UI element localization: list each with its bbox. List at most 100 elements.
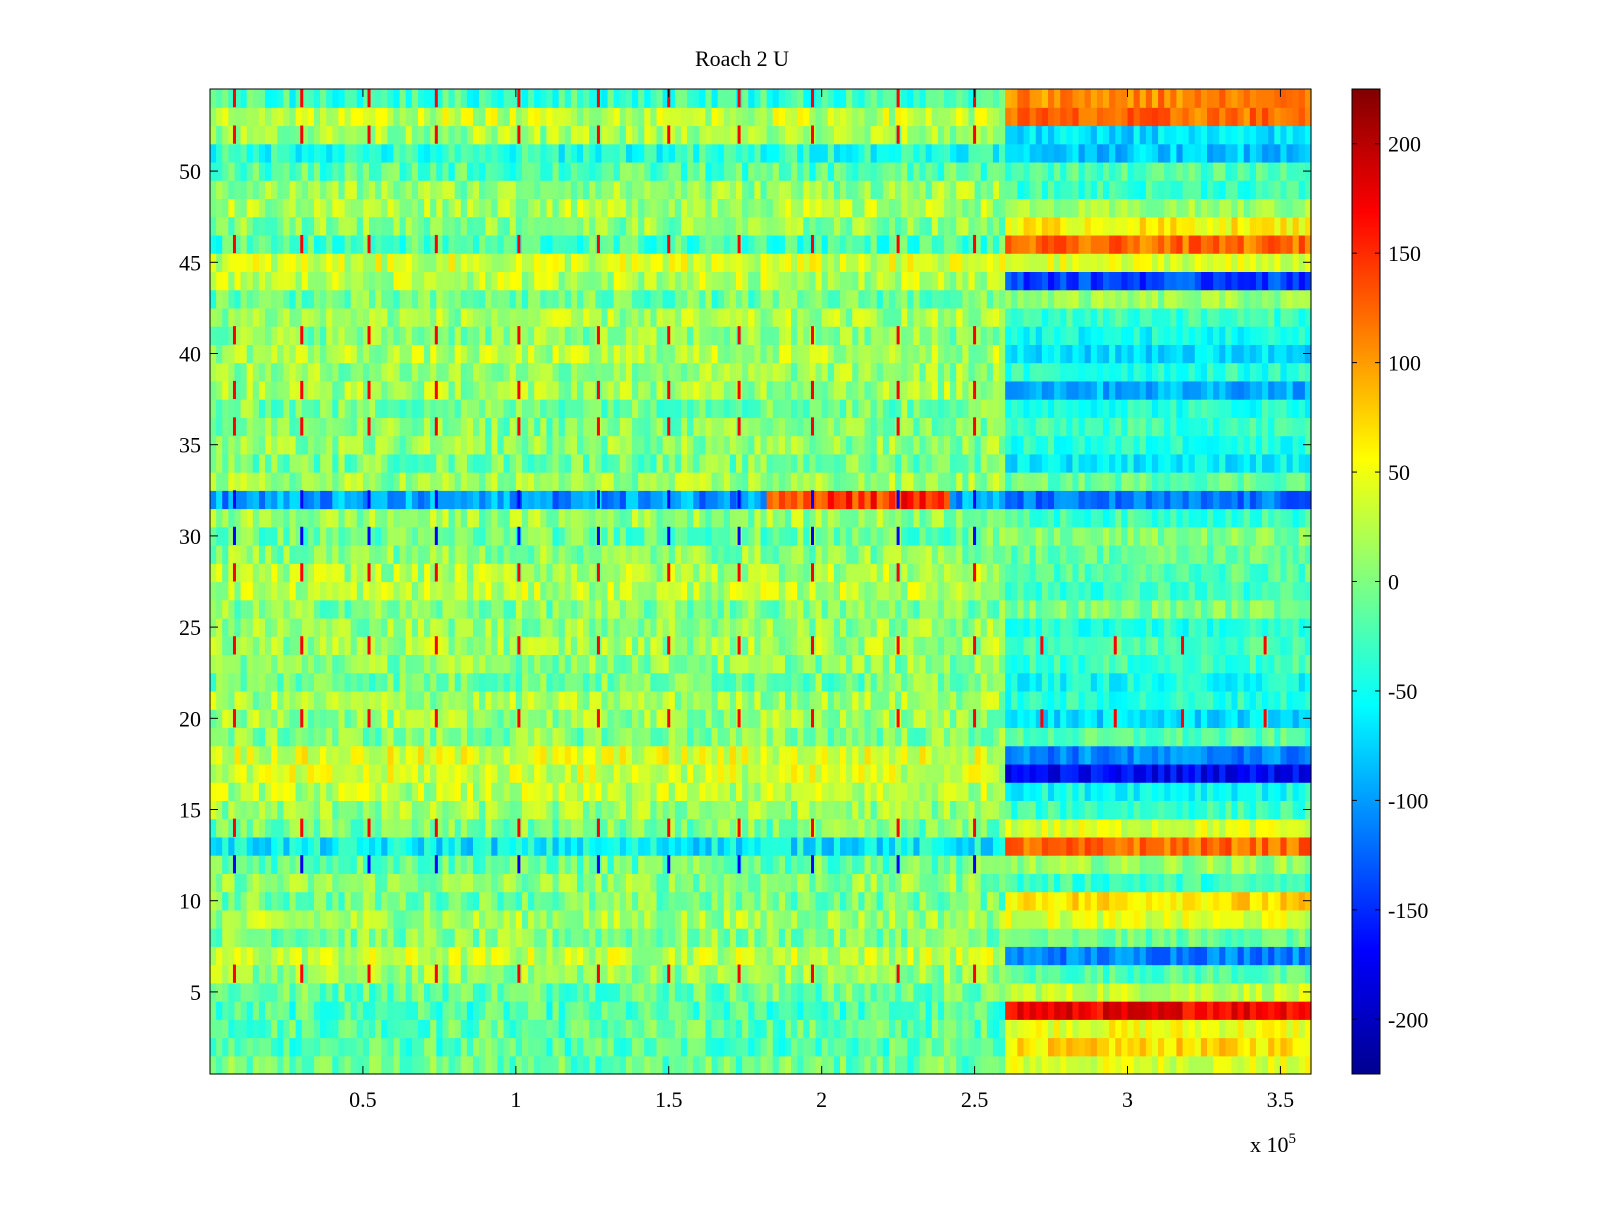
heatmap-cell: [461, 837, 468, 856]
heatmap-cell: [510, 691, 517, 710]
heatmap-cell: [840, 782, 847, 801]
heatmap-cell: [620, 965, 627, 984]
heatmap-cell: [724, 654, 731, 673]
heatmap-cell: [559, 983, 566, 1002]
heatmap-cell: [1256, 1056, 1263, 1075]
heatmap-cell: [895, 1038, 902, 1057]
heatmap-cell: [761, 709, 768, 728]
heatmap-cell: [1280, 654, 1287, 673]
heatmap-cell: [901, 673, 908, 692]
heatmap-cell: [913, 946, 920, 965]
heatmap-cell: [1103, 727, 1110, 746]
heatmap-cell: [1250, 709, 1257, 728]
heatmap-cell: [1017, 892, 1024, 911]
heatmap-cell: [852, 928, 859, 947]
heatmap-cell: [1085, 709, 1092, 728]
heatmap-cell: [308, 892, 315, 911]
heatmap-cell: [981, 1056, 988, 1075]
heatmap-cell: [608, 855, 615, 874]
heatmap-cell: [1085, 873, 1092, 892]
heatmap-cell: [895, 1001, 902, 1020]
heatmap-cell: [926, 727, 933, 746]
heatmap-cell: [467, 709, 474, 728]
heatmap-cell: [1238, 928, 1245, 947]
heatmap-cell: [626, 837, 633, 856]
heatmap-cell: [705, 618, 712, 637]
heatmap-cell: [467, 855, 474, 874]
heatmap-cell: [1287, 709, 1294, 728]
heatmap-cell: [742, 1038, 749, 1057]
heatmap-cell: [981, 764, 988, 783]
heatmap-cell: [834, 691, 841, 710]
heatmap-cell: [216, 1038, 223, 1057]
heatmap-cell: [271, 654, 278, 673]
heatmap-cell: [1238, 636, 1245, 655]
heatmap-cell: [999, 746, 1006, 765]
heatmap-cell: [742, 1001, 749, 1020]
heatmap-cell: [1115, 618, 1122, 637]
heatmap-cell: [1060, 928, 1067, 947]
heatmap-cell: [883, 1001, 890, 1020]
heatmap-cell: [332, 563, 339, 582]
heatmap-cell: [1024, 946, 1031, 965]
heatmap-cell: [283, 691, 290, 710]
heatmap-cell: [932, 636, 939, 655]
heatmap-cell: [1066, 691, 1073, 710]
heatmap-cell: [773, 600, 780, 619]
heatmap-cell: [1072, 892, 1079, 911]
heatmap-cell: [736, 983, 743, 1002]
heatmap-cell: [491, 1001, 498, 1020]
heatmap-cell: [259, 928, 266, 947]
heatmap-cell: [1054, 746, 1061, 765]
heatmap-cell: [742, 892, 749, 911]
heatmap-cell: [332, 673, 339, 692]
heatmap-cell: [901, 819, 908, 838]
heatmap-cell: [485, 819, 492, 838]
heatmap-cell: [418, 764, 425, 783]
heatmap-cell: [1219, 582, 1226, 601]
heatmap-cell: [222, 654, 229, 673]
heatmap-cell: [1054, 892, 1061, 911]
heatmap-cell: [1072, 1019, 1079, 1038]
heatmap-cell: [846, 837, 853, 856]
heatmap-cell: [864, 746, 871, 765]
heatmap-cell: [620, 691, 627, 710]
heatmap-cell: [302, 892, 309, 911]
heatmap-cell: [791, 837, 798, 856]
heatmap-cell: [1121, 928, 1128, 947]
heatmap-cell: [858, 892, 865, 911]
heatmap-cell: [608, 965, 615, 984]
heatmap-cell: [920, 965, 927, 984]
heatmap-cell: [442, 600, 449, 619]
heatmap-cell: [632, 673, 639, 692]
heatmap-cell: [956, 1001, 963, 1020]
heatmap-cell: [571, 928, 578, 947]
heatmap-cell: [1024, 654, 1031, 673]
heatmap-cell: [363, 873, 370, 892]
heatmap-cell: [993, 563, 1000, 582]
heatmap-cell: [332, 1019, 339, 1038]
heatmap-cell: [510, 709, 517, 728]
heatmap-cell: [589, 563, 596, 582]
heatmap-cell: [326, 873, 333, 892]
heatmap-cell: [1054, 764, 1061, 783]
heatmap-cell: [283, 800, 290, 819]
heatmap-cell: [1134, 965, 1141, 984]
heatmap-cell: [479, 855, 486, 874]
heatmap-cell: [1109, 819, 1116, 838]
heatmap-cell: [956, 928, 963, 947]
heatmap-cell: [657, 1038, 664, 1057]
heatmap-cell: [748, 873, 755, 892]
heatmap-cell: [332, 946, 339, 965]
heatmap-cell: [632, 1038, 639, 1057]
heatmap-cell: [1011, 965, 1018, 984]
heatmap-cell: [1287, 782, 1294, 801]
heatmap-cell: [742, 673, 749, 692]
heatmap-cell: [375, 800, 382, 819]
heatmap-cell: [950, 873, 957, 892]
heatmap-cell: [589, 764, 596, 783]
heatmap-cell: [907, 654, 914, 673]
heatmap-cell: [485, 800, 492, 819]
heatmap-cell: [283, 709, 290, 728]
